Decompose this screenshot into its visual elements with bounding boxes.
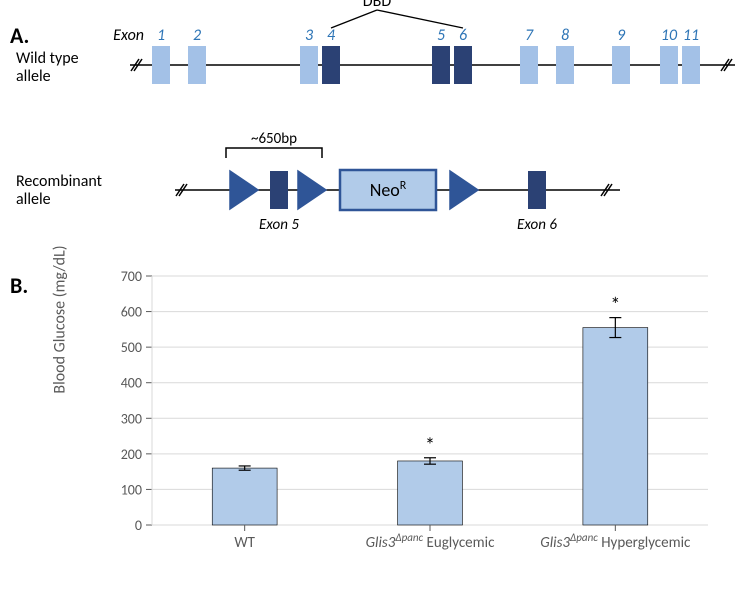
panel-b-label: B. bbox=[10, 272, 28, 299]
wt-exon-8 bbox=[556, 46, 574, 84]
svg-text:DBD: DBD bbox=[363, 0, 392, 11]
wt-exon-3 bbox=[300, 46, 318, 84]
wt-exon-6 bbox=[454, 46, 472, 84]
wt-exon-7 bbox=[520, 46, 538, 84]
recomb-exon6 bbox=[528, 171, 546, 209]
svg-text:3: 3 bbox=[305, 26, 314, 45]
wt-exon-2 bbox=[188, 46, 206, 84]
svg-text:7: 7 bbox=[525, 26, 534, 45]
svg-text:Exon 6: Exon 6 bbox=[517, 216, 557, 234]
svg-text:*: * bbox=[610, 294, 620, 318]
svg-text:9: 9 bbox=[617, 26, 626, 45]
wt-exon-11 bbox=[682, 46, 700, 84]
svg-text:Exon: Exon bbox=[113, 26, 144, 45]
chart-ylabel: Blood Glucose (mg/dL) bbox=[51, 190, 70, 450]
xlabel-1: Glis3Δpanc Euglycemic bbox=[366, 531, 495, 553]
svg-text:~650bp: ~650bp bbox=[251, 130, 297, 148]
svg-text:Recombinant: Recombinant bbox=[16, 172, 103, 191]
svg-text:600: 600 bbox=[121, 304, 142, 321]
svg-text:Exon 5: Exon 5 bbox=[259, 216, 299, 234]
wt-exon-4 bbox=[322, 46, 340, 84]
xlabel-2: Glis3Δpanc Hyperglycemic bbox=[540, 531, 691, 553]
svg-text:300: 300 bbox=[121, 410, 142, 427]
svg-text:400: 400 bbox=[121, 375, 142, 392]
chart-svg: 0 100 200 300 400 500 600 700 WT * Glis3Δpanc Eugl… bbox=[90, 270, 720, 580]
svg-text:allele: allele bbox=[16, 190, 51, 209]
recomb-exon5 bbox=[270, 171, 288, 209]
bar-chart: 0 100 200 300 400 500 600 700 WT * Glis3Δpanc Eugl… bbox=[90, 270, 720, 580]
gene-diagram: 1234567891011ExonWild typealleleDBDNeoRR… bbox=[0, 0, 750, 260]
svg-text:100: 100 bbox=[121, 481, 142, 498]
svg-text:1: 1 bbox=[157, 26, 165, 45]
wt-exon-10 bbox=[660, 46, 678, 84]
bar-0 bbox=[212, 468, 277, 525]
svg-text:*: * bbox=[425, 434, 435, 458]
svg-text:6: 6 bbox=[459, 26, 467, 45]
wt-exon-1 bbox=[152, 46, 170, 84]
svg-text:10: 10 bbox=[661, 26, 678, 45]
loxp-3 bbox=[450, 171, 478, 209]
svg-text:11: 11 bbox=[683, 26, 699, 45]
loxp-1 bbox=[230, 171, 258, 209]
bar-2 bbox=[583, 328, 648, 525]
svg-text:0: 0 bbox=[135, 517, 142, 534]
bar-1 bbox=[398, 461, 463, 525]
svg-text:200: 200 bbox=[121, 446, 142, 463]
xlabel-0: WT bbox=[234, 534, 255, 552]
svg-text:5: 5 bbox=[437, 26, 445, 45]
svg-text:Wild type: Wild type bbox=[16, 49, 79, 68]
wt-exon-5 bbox=[432, 46, 450, 84]
svg-text:4: 4 bbox=[327, 26, 336, 45]
wt-exon-9 bbox=[612, 46, 630, 84]
svg-text:700: 700 bbox=[121, 270, 142, 285]
loxp-2 bbox=[298, 171, 326, 209]
svg-text:2: 2 bbox=[193, 26, 201, 45]
svg-text:allele: allele bbox=[16, 67, 51, 86]
svg-text:8: 8 bbox=[561, 26, 569, 45]
diagram-svg: 1234567891011ExonWild typealleleDBDNeoRR… bbox=[0, 0, 750, 260]
svg-text:500: 500 bbox=[121, 339, 142, 356]
